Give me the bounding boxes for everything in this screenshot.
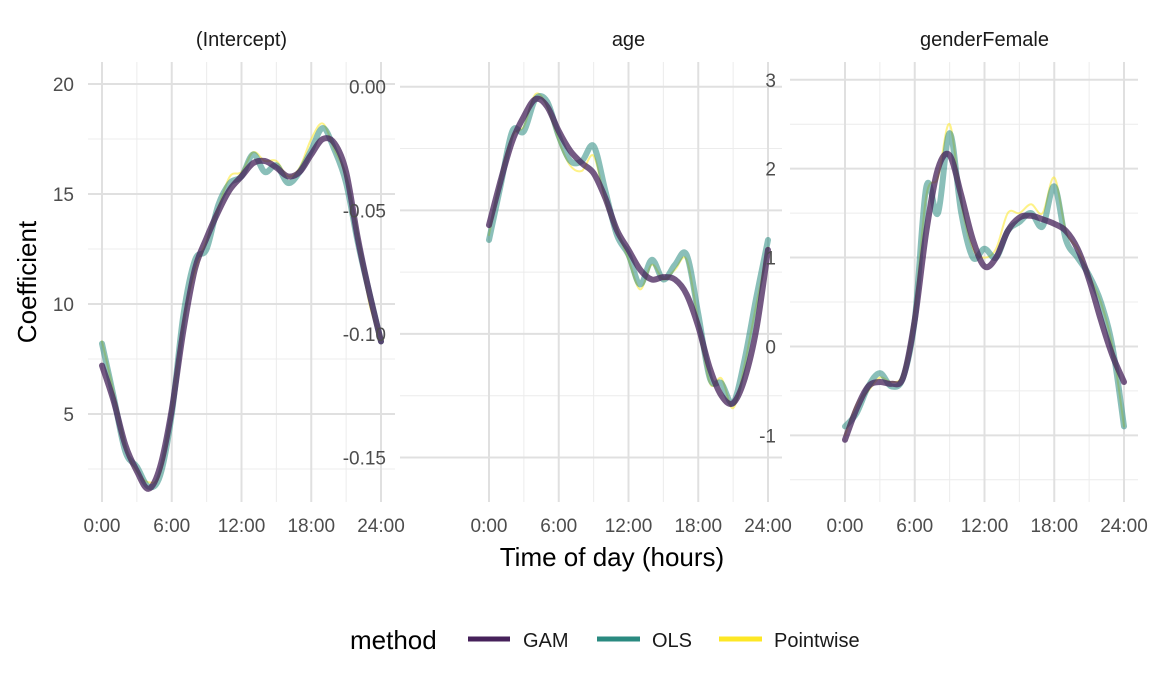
y-tick-label: -1 (759, 426, 776, 447)
y-tick-label: -0.05 (343, 201, 386, 222)
y-tick-label: 2 (765, 160, 776, 181)
panel-intercept: (Intercept) 0:00 6:00 12:00 18:00 24:00 5 10 15 2… (53, 29, 405, 537)
x-tick-label: 18:00 (674, 516, 722, 537)
panel-genderfemale: genderFemale 0:00 6:00 12:00 18:00 24:00 3 2 1 0 -… (759, 29, 1148, 537)
y-axis-title: Coefficient (12, 220, 42, 343)
y-tick-label: 10 (53, 295, 74, 316)
series-line-gam (99, 135, 384, 492)
panel-title: genderFemale (920, 29, 1049, 51)
panel-title: (Intercept) (196, 29, 287, 51)
x-tick-label: 0:00 (84, 516, 121, 537)
y-tick-label: 0 (765, 337, 776, 358)
x-tick-label: 18:00 (287, 516, 335, 537)
legend-label-gam: GAM (523, 630, 569, 652)
legend: method GAM OLS Pointwise (350, 625, 860, 655)
y-tick-label: -0.15 (343, 449, 386, 470)
x-tick-label: 0:00 (827, 516, 864, 537)
y-tick-label: 15 (53, 185, 74, 206)
x-tick-label: 6:00 (540, 516, 577, 537)
y-tick-label: 20 (53, 75, 74, 96)
panel-age: age 0:00 6:00 12:00 18:00 24:00 0.00 -0.05 -0.10… (343, 29, 792, 537)
x-tick-label: 12:00 (605, 516, 653, 537)
y-tick-label: 0.00 (349, 78, 386, 99)
series-line-gam (842, 150, 1127, 443)
x-tick-label: 24:00 (1100, 516, 1148, 537)
x-tick-label: 6:00 (153, 516, 190, 537)
y-tick-label: 3 (765, 71, 776, 92)
series-line-gam (486, 95, 771, 407)
x-tick-label: 24:00 (744, 516, 792, 537)
x-tick-label: 6:00 (896, 516, 933, 537)
x-axis-title: Time of day (hours) (500, 542, 724, 572)
legend-label-pointwise: Pointwise (774, 630, 860, 652)
legend-title: method (350, 625, 437, 655)
legend-label-ols: OLS (652, 630, 692, 652)
x-tick-label: 12:00 (218, 516, 266, 537)
y-tick-label: -0.10 (343, 325, 386, 346)
x-tick-label: 24:00 (357, 516, 405, 537)
x-tick-label: 12:00 (961, 516, 1009, 537)
panel-title: age (612, 29, 645, 51)
y-tick-label: 1 (765, 249, 776, 270)
x-tick-label: 18:00 (1030, 516, 1078, 537)
y-tick-label: 5 (63, 405, 74, 426)
x-tick-label: 0:00 (471, 516, 508, 537)
